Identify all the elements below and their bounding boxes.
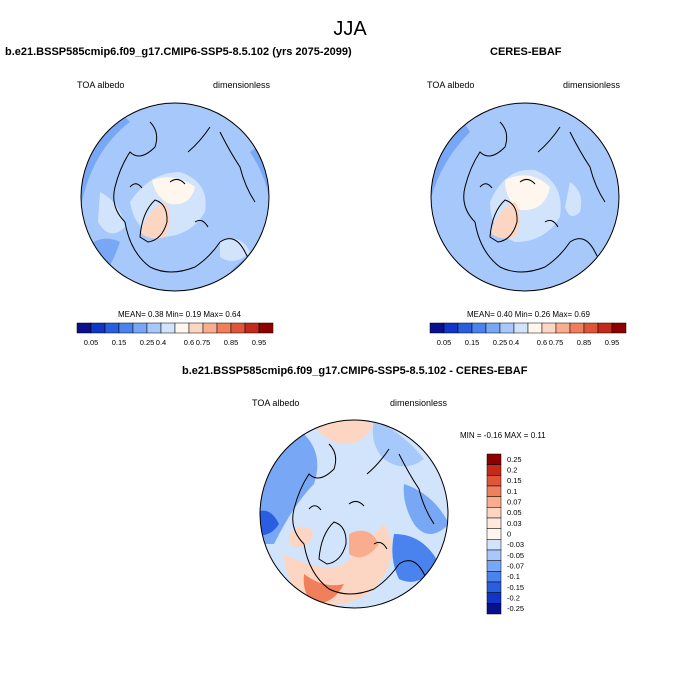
colorbar-tick-label: -0.05 <box>507 551 524 560</box>
colorbar-swatch <box>569 322 585 334</box>
colorbar-tick-label: 0.95 <box>605 338 620 347</box>
colorbar-swatch <box>486 571 502 583</box>
colorbar-swatch <box>486 507 502 519</box>
colorbar-swatch <box>443 322 459 334</box>
panel1-colorbar: 0.05 0.15 0.25 0.4 0.6 0.75 0.85 0.95 <box>76 322 274 347</box>
colorbar-swatch <box>513 322 529 334</box>
colorbar-tick-label: 0.15 <box>507 476 522 485</box>
colorbar-tick-label: -0.03 <box>507 540 524 549</box>
colorbar-swatch <box>486 603 502 615</box>
colorbar-tick-label: 0.4 <box>509 338 519 347</box>
colorbar-tick-label: 0.2 <box>507 466 517 475</box>
colorbar-swatch <box>90 322 106 334</box>
colorbar-swatch <box>216 322 232 334</box>
panel3-title: b.e21.BSSP585cmip6.f09_g17.CMIP6-SSP5-8.… <box>182 365 528 377</box>
colorbar-swatch <box>486 539 502 551</box>
colorbar-swatch <box>118 322 134 334</box>
panel1-polar-map <box>80 102 270 292</box>
colorbar-tick-label: 0.15 <box>112 338 127 347</box>
colorbar-tick-label: 0.1 <box>507 487 517 496</box>
colorbar-swatch <box>244 322 260 334</box>
colorbar-swatch <box>486 528 502 540</box>
colorbar-tick-label: 0.95 <box>252 338 267 347</box>
colorbar-swatch <box>583 322 599 334</box>
colorbar-tick-label: 0.6 <box>537 338 547 347</box>
colorbar-swatch <box>202 322 218 334</box>
colorbar-swatch <box>486 453 502 465</box>
panel1-variable-label: TOA albedo <box>77 80 125 90</box>
panel1-stats: MEAN= 0.38 Min= 0.19 Max= 0.64 <box>118 310 241 319</box>
colorbar-tick-label: 0.4 <box>156 338 166 347</box>
colorbar-swatch <box>457 322 473 334</box>
panel2-title: CERES-EBAF <box>490 46 562 58</box>
colorbar-swatch <box>486 496 502 508</box>
colorbar-swatch <box>486 592 502 604</box>
colorbar-swatch <box>132 322 148 334</box>
colorbar-swatch <box>160 322 176 334</box>
panel3-variable-label: TOA albedo <box>252 398 300 408</box>
colorbar-swatch <box>76 322 92 334</box>
colorbar-tick-label: 0.85 <box>224 338 239 347</box>
colorbar-tick-label: 0.6 <box>184 338 194 347</box>
colorbar-swatch <box>174 322 190 334</box>
colorbar-swatch <box>429 322 445 334</box>
panel3-units-label: dimensionless <box>390 398 448 408</box>
colorbar-swatch <box>486 560 502 572</box>
colorbar-swatch <box>188 322 204 334</box>
colorbar-swatch <box>471 322 487 334</box>
panel3-polar-map <box>259 419 449 609</box>
panel2-variable-label: TOA albedo <box>427 80 475 90</box>
colorbar-swatch <box>486 517 502 529</box>
colorbar-swatch <box>486 581 502 593</box>
panel3-stats: MIN = -0.16 MAX = 0.11 <box>460 431 546 440</box>
colorbar-tick-label: -0.2 <box>507 594 520 603</box>
colorbar-swatch <box>258 322 274 334</box>
colorbar-swatch <box>555 322 571 334</box>
panel1-units-label: dimensionless <box>213 80 271 90</box>
colorbar-tick-label: 0.07 <box>507 498 522 507</box>
panel2-units-label: dimensionless <box>563 80 621 90</box>
colorbar-tick-label: 0.75 <box>196 338 211 347</box>
colorbar-tick-label: -0.25 <box>507 604 524 613</box>
colorbar-swatch <box>104 322 120 334</box>
colorbar-swatch <box>527 322 543 334</box>
colorbar-tick-label: 0.05 <box>507 508 522 517</box>
colorbar-tick-label: 0.15 <box>465 338 480 347</box>
colorbar-tick-label: 0 <box>507 530 511 539</box>
colorbar-tick-label: -0.1 <box>507 572 520 581</box>
colorbar-swatch <box>230 322 246 334</box>
colorbar-swatch <box>611 322 627 334</box>
colorbar-swatch <box>486 549 502 561</box>
colorbar-swatch <box>486 464 502 476</box>
colorbar-tick-label: -0.07 <box>507 562 524 571</box>
colorbar-tick-label: 0.05 <box>84 338 99 347</box>
panel2-polar-map <box>430 102 620 292</box>
colorbar-tick-label: 0.25 <box>140 338 155 347</box>
figure-title: JJA <box>333 18 367 40</box>
panel2-colorbar: 0.05 0.15 0.25 0.4 0.6 0.75 0.85 0.95 <box>429 322 627 347</box>
colorbar-swatch <box>541 322 557 334</box>
colorbar-tick-label: 0.25 <box>493 338 508 347</box>
colorbar-tick-label: 0.05 <box>437 338 452 347</box>
colorbar-swatch <box>499 322 515 334</box>
colorbar-swatch <box>486 475 502 487</box>
panel3-colorbar: 0.25 0.20.15 0.1 0.070.05 0.03 0-0.03 -0.05 -0.… <box>486 453 524 615</box>
colorbar-swatch <box>486 485 502 497</box>
colorbar-tick-label: 0.03 <box>507 519 522 528</box>
colorbar-tick-label: 0.25 <box>507 455 522 464</box>
colorbar-tick-label: -0.15 <box>507 583 524 592</box>
colorbar-swatch <box>485 322 501 334</box>
colorbar-swatch <box>146 322 162 334</box>
panel1-title: b.e21.BSSP585cmip6.f09_g17.CMIP6-SSP5-8.… <box>5 46 352 58</box>
panel2-stats: MEAN= 0.40 Min= 0.26 Max= 0.69 <box>467 310 590 319</box>
colorbar-swatch <box>597 322 613 334</box>
colorbar-tick-label: 0.85 <box>577 338 592 347</box>
colorbar-tick-label: 0.75 <box>549 338 564 347</box>
